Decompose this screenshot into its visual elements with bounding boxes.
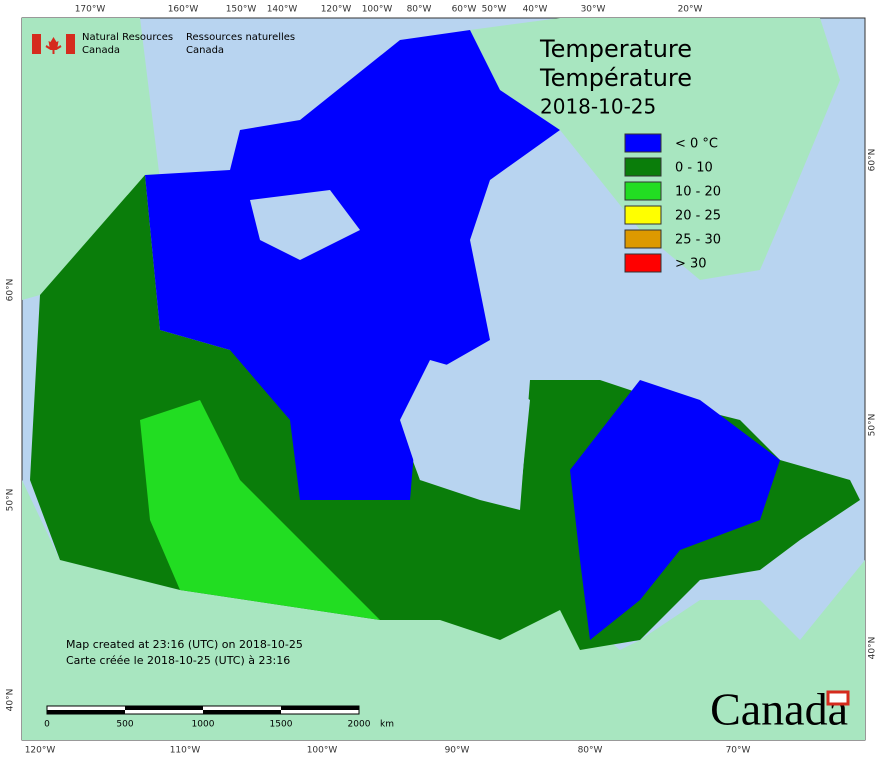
land xyxy=(22,18,865,740)
scale-seg xyxy=(47,710,125,714)
scale-seg xyxy=(125,706,203,710)
lon-label: 150°W xyxy=(226,5,257,15)
channel xyxy=(250,190,360,260)
scale-bar xyxy=(46,705,360,715)
agency-fr: Ressources naturelles xyxy=(186,32,295,43)
flag-bar xyxy=(32,34,41,54)
lon-label: 140°W xyxy=(267,5,298,15)
scale-label: 1500 xyxy=(270,720,293,730)
flag xyxy=(32,34,75,54)
lon-label: 20°W xyxy=(678,5,703,15)
scale-label: 500 xyxy=(116,720,133,730)
legend-label: 10 - 20 xyxy=(675,185,721,200)
scale-label: 2000 xyxy=(348,720,371,730)
wordmark-flag xyxy=(826,690,850,706)
lon-label: 110°W xyxy=(170,746,201,756)
legend-swatch xyxy=(624,133,662,153)
scale-seg xyxy=(281,706,359,710)
lat-label: 40°N xyxy=(6,689,16,712)
lon-label: 170°W xyxy=(75,5,106,15)
legend-label: 20 - 25 xyxy=(675,209,721,224)
lat-label: 50°N xyxy=(868,414,878,437)
lon-label: 80°W xyxy=(578,746,603,756)
usa xyxy=(22,480,865,740)
wordmark: Canada xyxy=(710,684,848,735)
lon-label: 100°W xyxy=(362,5,393,15)
lat-label: 60°N xyxy=(868,149,878,172)
lat-label: 40°N xyxy=(868,637,878,660)
country-en: Canada xyxy=(82,45,120,56)
flag-bar xyxy=(66,34,75,54)
country-fr: Canada xyxy=(186,45,224,56)
prairies-warm xyxy=(140,400,380,620)
scale-label: 1000 xyxy=(192,720,215,730)
legend-swatch xyxy=(624,205,662,225)
legend-label: > 30 xyxy=(675,257,707,272)
note-fr: Carte créée le 2018-10-25 (UTC) à 23:16 xyxy=(66,654,290,667)
title-fr: Température xyxy=(539,64,692,92)
title-date: 2018-10-25 xyxy=(540,95,656,119)
lon-label: 120°W xyxy=(321,5,352,15)
lon-label: 100°W xyxy=(307,746,338,756)
hudson-bay xyxy=(400,360,530,500)
scale-seg xyxy=(203,710,281,714)
legend-swatch xyxy=(624,229,662,249)
lon-label: 90°W xyxy=(445,746,470,756)
lon-label: 50°W xyxy=(482,5,507,15)
arctic-cold xyxy=(145,30,560,500)
lat-label: 50°N xyxy=(6,489,16,512)
legend-swatch xyxy=(624,157,662,177)
alaska xyxy=(22,18,160,300)
legend-label: 25 - 30 xyxy=(675,233,721,248)
lon-label: 30°W xyxy=(581,5,606,15)
legend-label: 0 - 10 xyxy=(675,161,713,176)
maple-leaf xyxy=(45,37,62,54)
legend-swatch xyxy=(624,253,662,273)
lon-label: 120°W xyxy=(25,746,56,756)
lon-label: 60°W xyxy=(452,5,477,15)
lon-label: 160°W xyxy=(168,5,199,15)
lon-label: 40°W xyxy=(523,5,548,15)
quebec-cold xyxy=(570,380,780,640)
agency-en: Natural Resources xyxy=(82,32,173,43)
lon-label: 80°W xyxy=(407,5,432,15)
legend-swatch xyxy=(624,181,662,201)
note-en: Map created at 23:16 (UTC) on 2018-10-25 xyxy=(66,638,303,651)
title-en: Temperature xyxy=(539,35,692,63)
lon-label: 70°W xyxy=(726,746,751,756)
scale-label: 0 xyxy=(44,720,50,730)
legend-label: < 0 °C xyxy=(675,137,718,152)
scale-unit: km xyxy=(380,720,394,730)
lat-label: 60°N xyxy=(6,279,16,302)
